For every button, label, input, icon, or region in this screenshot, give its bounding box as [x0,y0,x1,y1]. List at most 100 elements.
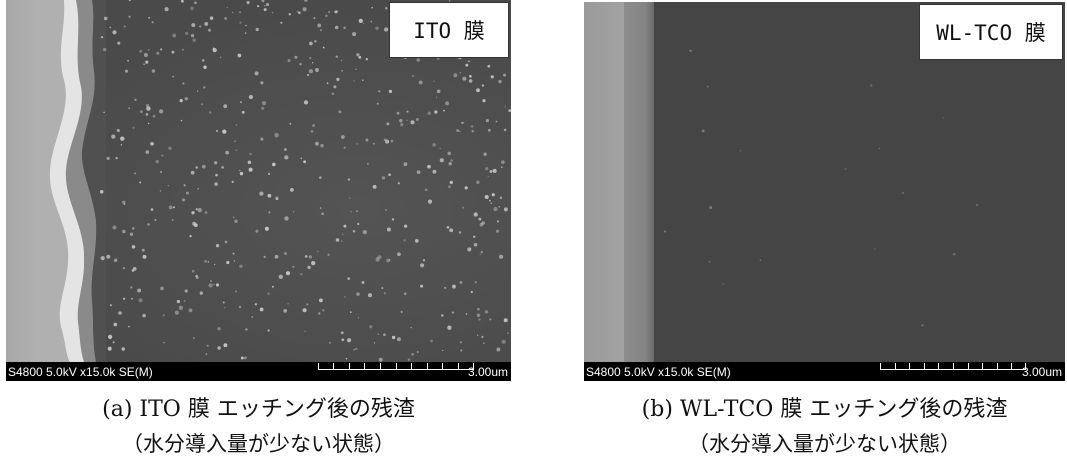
residue-particle [432,143,436,147]
residue-particle [377,255,382,259]
residue-particle [481,335,484,338]
residue-particle [709,206,713,209]
residue-particle [283,252,288,256]
residue-particle [448,162,452,166]
residue-particle [383,27,389,32]
residue-particle [352,229,356,233]
residue-particle [159,109,164,114]
residue-particle [268,211,271,214]
residue-particle [162,314,165,317]
residue-particle [341,69,344,72]
residue-particle [120,144,123,146]
residue-particle [416,58,420,62]
residue-particle [418,80,423,85]
caption-line1: (b) WL-TCO 膜 エッチング後の残渣 [641,397,1008,422]
residue-particle [416,350,419,354]
residue-particle [490,75,494,79]
residue-particle [317,250,319,253]
residue-particle [381,176,386,180]
residue-particle [304,330,306,333]
residue-particle [185,31,189,36]
residue-particle [271,162,276,167]
residue-particle [172,75,175,78]
residue-particle [453,73,458,78]
residue-particle [267,329,270,332]
residue-particle [469,74,472,78]
residue-particle [304,255,308,258]
residue-particle [141,248,145,252]
residue-particle [132,126,135,129]
residue-particle [487,128,491,132]
residue-particle [142,254,147,259]
residue-particle [224,16,228,20]
residue-particle [347,277,351,280]
residue-particle [451,311,455,314]
residue-particle [261,101,267,106]
residue-particle [197,188,200,190]
residue-particle [403,224,408,228]
residue-particle [112,225,117,230]
substrate-region [584,2,626,364]
residue-particle [190,6,194,11]
residue-particle [459,341,463,344]
residue-particle [307,74,310,76]
scale-value: 3.00um [1021,365,1062,379]
residue-particle [473,212,478,217]
residue-particle [460,349,463,352]
residue-particle [708,260,711,263]
residue-particle [388,89,393,94]
etched-edge [36,0,106,362]
residue-particle [112,30,117,35]
residue-particle [214,263,216,266]
residue-particle [194,1,197,5]
residue-particle [328,10,331,14]
residue-particle [478,318,481,321]
residue-particle [447,151,452,156]
residue-particle [311,260,316,266]
residue-particle [296,10,299,13]
residue-particle [223,343,228,348]
residue-particle [255,27,259,32]
residue-particle [276,198,279,201]
residue-particle [759,259,762,262]
residue-particle [424,188,428,192]
residue-particle [357,317,360,319]
residue-particle [148,16,151,19]
panel-wltco: WL-TCO 膜 S4800 5.0kV x15.0k SE(M) 3.00um… [584,0,1065,461]
residue-particle [107,334,113,340]
residue-particle [353,349,355,351]
residue-particle [118,130,121,133]
residue-particle [106,156,110,161]
residue-particle [435,96,438,98]
residue-particle [263,255,266,259]
residue-particle [201,164,206,169]
residue-particle [239,264,243,269]
residue-particle [213,283,215,286]
residue-particle [303,100,309,105]
residue-particle [357,222,360,226]
residue-particle [235,124,238,126]
residue-particle [225,150,229,155]
residue-particle [215,244,220,248]
residue-particle [154,218,157,222]
residue-particle [321,309,325,312]
caption-line1: (a) ITO 膜 エッチング後の残渣 [102,397,415,422]
residue-particle [400,310,403,313]
residue-particle [375,26,379,31]
residue-particle [191,269,195,273]
residue-particle [341,240,343,242]
residue-particle [450,159,453,162]
residue-particle [449,180,454,185]
residue-particle [287,59,291,63]
residue-particle [140,110,143,113]
residue-particle [180,119,183,122]
residue-particle [383,138,387,142]
residue-particle [462,76,467,81]
residue-particle [373,142,375,145]
residue-particle [222,301,225,304]
residue-particle [128,107,130,109]
residue-particle [203,65,207,69]
residue-particle [503,207,508,212]
residue-particle [122,297,126,300]
residue-particle [248,94,254,100]
